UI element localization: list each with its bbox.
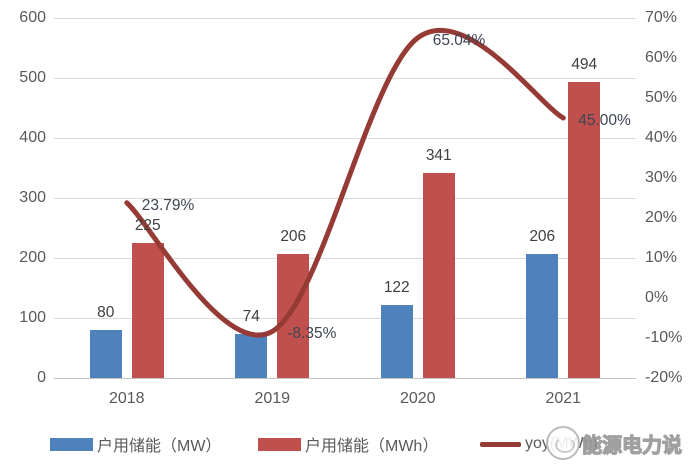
bar-value-label: 494 (571, 55, 598, 73)
right-axis-tick-label: 60% (645, 49, 678, 66)
yoy-point-label: -8.35% (287, 325, 337, 343)
bar-value-label: 74 (242, 307, 260, 325)
y-axis-tick-label: 400 (19, 129, 46, 146)
bar-mw-2020 (380, 304, 413, 378)
x-axis-category-label: 2019 (254, 390, 291, 407)
gridline (54, 378, 636, 379)
yoy-point-label: 45.00% (578, 112, 631, 129)
legend-item-mwh: 户用储能（MWh） (258, 434, 439, 455)
watermark-logo-icon (546, 426, 580, 460)
right-axis-tick-label: 70% (645, 9, 678, 26)
legend-swatch-mw-icon (50, 437, 93, 451)
right-axis-tick-label: 10% (645, 249, 678, 266)
right-axis-tick-label: 40% (645, 129, 678, 146)
right-axis-tick-label: -10% (645, 329, 683, 346)
bar-value-label: 206 (529, 228, 556, 246)
right-axis-tick-label: 30% (645, 169, 678, 186)
bar-value-label: 206 (280, 228, 307, 246)
yoy-line-path (124, 27, 566, 338)
x-axis-category-label: 2020 (399, 390, 436, 407)
watermark: 能源电力说 (546, 426, 683, 460)
gridline (54, 138, 636, 139)
x-axis-category-label: 2021 (545, 390, 582, 407)
right-axis-tick-label: 0% (645, 289, 669, 306)
right-axis-tick-label: 20% (645, 209, 678, 226)
y-axis-tick-label: 600 (19, 9, 46, 26)
bar-mw-2019 (235, 333, 268, 378)
y-axis-tick-label: 500 (19, 69, 46, 86)
bar-mwh-2020 (422, 173, 455, 378)
y-axis-tick-label: 100 (19, 309, 46, 326)
watermark-text: 能源电力说 (581, 434, 682, 457)
bar-mw-2021 (526, 254, 559, 378)
yoy-point-label: 65.04% (432, 31, 486, 49)
legend-item-mw: 户用储能（MW） (50, 434, 222, 455)
y-axis-tick-label: 300 (19, 189, 46, 206)
x-axis-category-label: 2018 (108, 390, 145, 407)
y-axis-tick-label: 200 (19, 249, 46, 266)
yoy-point-label: 23.79% (141, 196, 195, 214)
bar-mwh-2021 (568, 81, 601, 378)
bar-value-label: 80 (97, 304, 115, 321)
y-axis-tick-label: 0 (37, 369, 46, 386)
gridline (54, 18, 636, 19)
legend-swatch-mwh-icon (258, 437, 301, 451)
legend-label-mwh: 户用储能（MWh） (305, 438, 439, 455)
right-axis-tick-label: 50% (645, 89, 678, 106)
legend-swatch-yoy-icon (480, 441, 521, 447)
bar-value-label: 122 (383, 278, 410, 296)
bar-value-label: 341 (425, 147, 452, 165)
right-axis-tick-label: -20% (645, 369, 683, 386)
legend-label-mw: 户用储能（MW） (97, 438, 222, 455)
bar-value-label: 225 (134, 217, 161, 234)
gridline (54, 78, 636, 79)
bar-mw-2018 (89, 330, 122, 378)
